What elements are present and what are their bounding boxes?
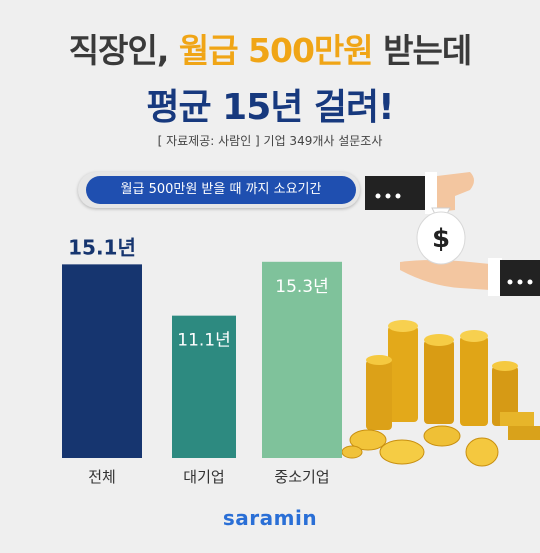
bar-대기업 bbox=[172, 315, 236, 458]
coin-stack-icon bbox=[341, 320, 540, 467]
headline-part-b: 받는데 bbox=[372, 31, 472, 70]
category-label-전체: 전체 bbox=[88, 468, 116, 486]
source-note: [ 자료제공: 사람인 ] 기업 349개사 설문조사 bbox=[157, 134, 383, 148]
category-label-중소기업: 중소기업 bbox=[274, 468, 329, 486]
svg-text:$: $ bbox=[432, 224, 450, 254]
category-label-대기업: 대기업 bbox=[183, 468, 224, 486]
headline-line1: 직장인, 월급 500만원 받는데 bbox=[0, 24, 540, 72]
value-label-중소기업: 15.3년 bbox=[275, 277, 329, 297]
value-label-전체: 15.1년 bbox=[68, 235, 136, 259]
headline-part-a: 직장인, bbox=[68, 31, 179, 70]
bar-전체 bbox=[62, 264, 142, 458]
headline-highlight: 월급 500만원 bbox=[178, 31, 374, 70]
chart-caption-pill: 월급 500만원 받을 때 까지 소요기간 bbox=[86, 176, 356, 204]
handshake-icon bbox=[365, 172, 540, 296]
value-label-대기업: 11.1년 bbox=[177, 331, 231, 351]
headline-line2: 평균 15년 걸려! bbox=[146, 87, 394, 128]
bar-중소기업 bbox=[262, 261, 342, 458]
saramin-logo: saramin bbox=[222, 506, 318, 530]
money-bag-icon: $ bbox=[416, 207, 466, 265]
